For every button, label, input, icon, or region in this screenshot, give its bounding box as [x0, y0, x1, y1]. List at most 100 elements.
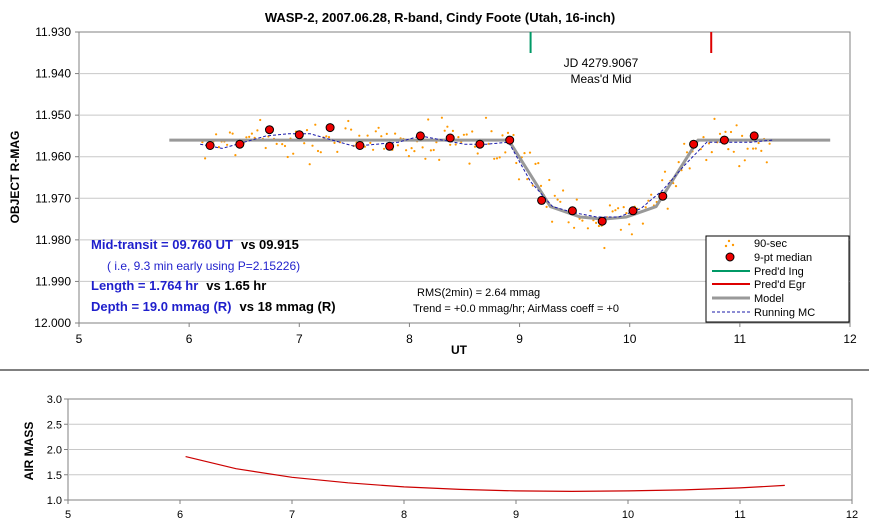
raw-point	[562, 189, 565, 192]
raw-point	[512, 133, 515, 137]
airmass-y-tick-labels: 1.0 1.5 2.0 2.5 3.0	[47, 394, 68, 507]
raw-point	[231, 132, 234, 135]
legend-label-egress: Pred'd Egr	[754, 279, 806, 291]
raw-point	[443, 129, 446, 132]
legend-item-median: 9-pt median	[725, 252, 812, 264]
raw-point	[281, 143, 284, 146]
raw-point	[754, 147, 757, 150]
raw-point	[308, 163, 311, 166]
median-point	[505, 135, 515, 145]
raw-point	[248, 135, 251, 138]
raw-point	[465, 133, 468, 136]
median-point	[415, 131, 425, 141]
predicted-markers	[529, 32, 713, 53]
raw-point	[556, 198, 559, 201]
raw-point	[493, 157, 496, 160]
x-tick-label: 5	[76, 332, 83, 346]
airmass-gridlines	[68, 423, 852, 476]
raw-point	[438, 158, 441, 161]
airmass-x-tick-label: 11	[734, 509, 745, 521]
airmass-y-tick-label: 3.0	[47, 394, 62, 406]
chart-title: WASP-2, 2007.06.28, R-band, Cindy Foote …	[265, 10, 615, 25]
raw-point	[468, 162, 471, 165]
raw-point	[432, 148, 435, 152]
raw-point	[487, 142, 490, 145]
y-tick-label: 11.950	[35, 108, 71, 122]
raw-point	[641, 222, 645, 225]
raw-point	[741, 134, 744, 137]
raw-point	[259, 118, 262, 122]
legend-label-raw: 90-sec	[754, 238, 788, 250]
raw-point	[595, 221, 598, 224]
raw-point	[476, 152, 479, 155]
raw-point	[614, 209, 617, 212]
legend-item-egress: Pred'd Egr	[712, 279, 806, 291]
raw-point	[526, 178, 529, 181]
raw-point	[603, 246, 606, 250]
airmass-x-tick-labels: 5 6 7 8 9 10 11 12	[65, 500, 858, 521]
raw-point	[501, 134, 504, 137]
raw-point	[666, 207, 669, 210]
depth-value: Depth = 19.0 mmag (R)	[91, 299, 232, 314]
y-tick-label: 11.940	[35, 67, 71, 81]
raw-point	[495, 157, 499, 160]
raw-point	[713, 117, 716, 120]
raw-point	[407, 155, 410, 158]
raw-point	[531, 184, 534, 187]
raw-point	[228, 131, 231, 134]
raw-point	[644, 206, 647, 209]
raw-point	[275, 142, 278, 145]
airmass-x-tick-label: 5	[65, 509, 71, 521]
raw-point	[732, 150, 735, 153]
airmass-x-tick-label: 9	[513, 509, 519, 521]
median-point	[325, 123, 335, 133]
raw-point	[551, 220, 554, 223]
raw-point	[528, 151, 532, 154]
raw-point	[245, 136, 248, 139]
y-tick-labels: 11.930 11.940 11.950 11.960 11.970 11.980 11.9…	[34, 25, 79, 330]
raw-point	[435, 141, 438, 144]
raw-point	[303, 142, 306, 145]
raw-point	[256, 129, 259, 132]
median-point	[475, 139, 485, 149]
raw-point	[517, 178, 521, 181]
legend: 90-sec 9-pt median Pred'd Ing Pred'd Egr…	[705, 235, 850, 323]
airmass-x-tick-label: 6	[177, 509, 183, 521]
raw-point	[377, 126, 380, 129]
airmass-y-tick-label: 1.0	[47, 495, 62, 507]
airmass-x-tick-label: 8	[401, 509, 407, 521]
raw-point	[523, 152, 526, 155]
raw-point	[727, 148, 730, 151]
raw-point	[350, 128, 353, 131]
raw-point	[253, 136, 256, 139]
y-tick-label: 11.960	[35, 150, 71, 164]
raw-point	[611, 210, 614, 213]
raw-point	[757, 141, 760, 145]
raw-point	[327, 136, 331, 139]
median-points	[205, 123, 759, 226]
airmass-chart: 1.0 1.5 2.0 2.5 3.0 5 6 7 8 9 10 11 12 AIR MASS	[22, 394, 858, 521]
x-axis-label: UT	[451, 343, 468, 357]
x-tick-label: 7	[296, 332, 303, 346]
raw-point	[383, 147, 386, 150]
median-point	[597, 216, 607, 226]
y-tick-label: 11.930	[35, 25, 71, 39]
mid-transit-value: Mid-transit = 09.760 UT	[91, 237, 233, 252]
raw-point	[630, 233, 634, 236]
raw-point	[688, 167, 691, 170]
raw-point	[490, 130, 493, 133]
raw-point	[217, 146, 220, 149]
airmass-line	[185, 456, 785, 493]
raw-point	[537, 162, 540, 165]
raw-point	[768, 142, 771, 145]
raw-point	[705, 158, 708, 162]
raw-point	[292, 152, 295, 155]
raw-point	[429, 149, 432, 152]
raw-point	[581, 219, 584, 222]
raw-point	[622, 206, 625, 209]
raw-point	[559, 200, 562, 203]
raw-point	[647, 199, 650, 202]
y-tick-label: 12.000	[34, 316, 71, 330]
x-tick-label: 10	[623, 332, 637, 346]
